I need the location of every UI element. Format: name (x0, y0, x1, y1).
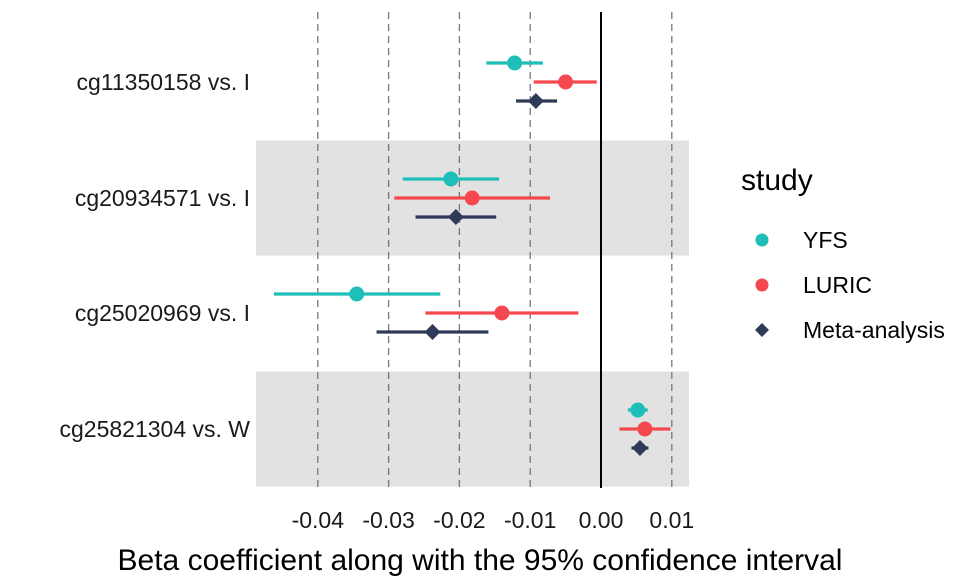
yfs-point (443, 171, 459, 187)
x-tick-label: -0.04 (292, 507, 345, 533)
legend-key-yfs (755, 233, 769, 247)
yfs-point (349, 286, 365, 302)
legend-item-meta-analysis: Meta-analysis (755, 317, 945, 343)
gridlines (317, 12, 673, 488)
legend-label-luric: LURIC (803, 272, 872, 298)
yfs-point (630, 402, 646, 418)
x-tick-label: 0.01 (649, 507, 694, 533)
x-tick-label: 0.00 (579, 507, 624, 533)
legend-item-yfs: YFS (755, 227, 848, 253)
category-label: cg25821304 vs. W (59, 416, 250, 442)
legend-title: study (741, 164, 813, 197)
meta-analysis-point (631, 440, 648, 456)
category-label: cg20934571 vs. I (75, 185, 250, 211)
row-bands (256, 140, 689, 487)
meta-analysis-point (424, 324, 441, 340)
legend-label-meta-analysis: Meta-analysis (803, 317, 945, 343)
yfs-point (507, 55, 523, 71)
category-label: cg11350158 vs. I (77, 69, 250, 95)
legend: study YFS LURIC Meta-analysis (741, 164, 945, 343)
legend-item-luric: LURIC (755, 272, 872, 298)
x-axis-title: Beta coefficient along with the 95% conf… (118, 544, 843, 577)
luric-point (464, 190, 480, 206)
legend-label-yfs: YFS (803, 227, 848, 253)
row-band (256, 371, 689, 487)
category-label: cg25020969 vs. I (75, 300, 250, 326)
luric-point (558, 74, 574, 90)
x-tick-label: -0.03 (362, 507, 414, 533)
x-tick-label: -0.01 (504, 507, 556, 533)
meta-analysis-point (527, 93, 544, 109)
meta-analysis-point (447, 209, 464, 225)
luric-point (494, 305, 510, 321)
legend-key-meta-analysis (755, 323, 769, 337)
x-tick-label: -0.02 (433, 507, 485, 533)
x-tick-labels: -0.04 -0.03 -0.02 -0.01 0.00 0.01 (292, 507, 695, 533)
luric-point (637, 421, 653, 437)
category-labels: cg11350158 vs. I cg20934571 vs. I cg250209… (59, 69, 250, 442)
legend-key-luric (755, 278, 769, 292)
series-marks (273, 55, 671, 456)
